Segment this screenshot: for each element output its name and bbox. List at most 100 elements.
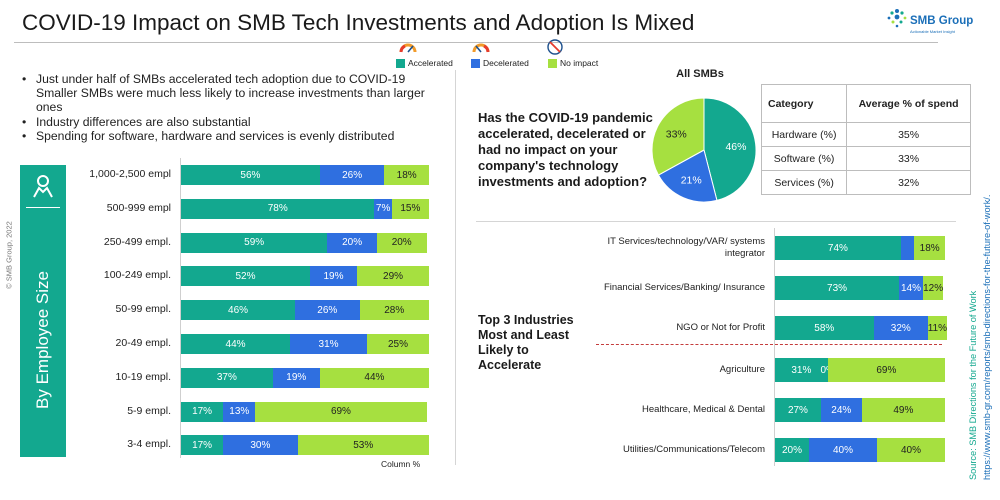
person-icon <box>33 175 53 198</box>
employee-size-label: 20-49 empl. <box>115 337 171 349</box>
pie-label-accelerated: 46% <box>725 141 746 153</box>
bullet-item: Industry differences are also substantia… <box>22 115 432 129</box>
bar-segment-decelerated: 20% <box>327 232 377 253</box>
bar-segment-no-impact: 12% <box>922 276 944 300</box>
legend-label-no-impact: No impact <box>560 58 599 68</box>
bar-segment-decelerated: 40% <box>809 438 877 462</box>
all-smbs-pie: 46% 21% 33% <box>652 97 756 203</box>
page-title: COVID-19 Impact on SMB Tech Investments … <box>22 10 695 35</box>
side-label: By Employee Size <box>33 271 52 409</box>
table-row: Services (%) 32% <box>760 170 971 195</box>
table-cell-value: 35% <box>846 122 971 147</box>
bar-segment-decelerated: 30% <box>223 435 298 456</box>
industry-label: Utilities/Communications/Telecom <box>622 444 765 455</box>
bar-segment-accelerated: 17% <box>181 401 224 422</box>
bar-segment-decelerated: 24% <box>820 398 862 422</box>
bar-segment-no-impact: 25% <box>367 334 429 354</box>
bar-segment-accelerated: 58% <box>775 316 874 340</box>
source-link[interactable]: https://www.smb-gr.com/reports/smb-direc… <box>982 194 992 480</box>
employee-size-panel: By Employee Size <box>20 165 66 457</box>
industry-label: IT Services/technology/VAR/ systems inte… <box>607 236 765 259</box>
bar-segment-no-impact: 40% <box>877 438 945 462</box>
bar-segment-decelerated: 32% <box>873 316 928 340</box>
no-gauge-icon <box>547 39 563 55</box>
smb-group-logo: SMB Group Actionable Market Insight <box>884 4 994 38</box>
gauge-high-icon <box>399 43 417 53</box>
table-cell-category: Software (%) <box>760 146 848 171</box>
legend: Accelerated Decelerated No impact <box>396 38 616 68</box>
employee-size-label: 5-9 empl. <box>127 404 171 417</box>
top3-label: Top 3 Industries Most and Least Likely t… <box>478 313 574 372</box>
bar-segment-accelerated: 74% <box>775 236 901 260</box>
logo-dots-icon <box>887 9 907 28</box>
gauge-low-icon <box>472 43 490 53</box>
bar-segment-no-impact: 49% <box>861 398 945 422</box>
table-header-category: Category <box>760 84 848 123</box>
industry-label: Agriculture <box>719 364 765 375</box>
bar-segment-no-impact: 18% <box>914 236 945 260</box>
table-cell-category: Hardware (%) <box>760 122 848 147</box>
bar-segment-no-impact: 18% <box>384 165 429 185</box>
bullet-item: Spending for software, hardware and serv… <box>22 129 432 143</box>
bar-segment-accelerated: 20% <box>775 438 809 462</box>
pie-slice-accelerated <box>703 97 756 201</box>
bar-segment-accelerated: 31% <box>775 358 828 382</box>
bar-segment-decelerated: 7% <box>374 198 392 219</box>
bar-segment-decelerated: 19% <box>309 266 358 287</box>
bar-segment-no-impact: 69% <box>255 401 427 422</box>
survey-question: Has the COVID-19 pandemic accelerated, d… <box>478 110 653 189</box>
section-divider <box>455 70 456 465</box>
industry-chart-axis <box>774 228 775 466</box>
source-line: Source: SMB Directions for the Future of… <box>968 290 978 480</box>
legend-label-accelerated: Accelerated <box>408 58 453 68</box>
bar-segment-accelerated: 52% <box>181 266 310 287</box>
section-divider <box>476 221 956 222</box>
legend-swatch-accelerated <box>396 59 405 68</box>
industry-label: Healthcare, Medical & Dental <box>641 404 765 415</box>
panel-divider <box>26 207 60 208</box>
bar-segment-no-impact: 28% <box>359 300 429 321</box>
bar-segment-no-impact: 29% <box>357 266 429 287</box>
logo-name: SMB Group <box>910 15 974 27</box>
bar-segment-accelerated: 37% <box>181 367 273 388</box>
bar-segment-no-impact: 11% <box>928 316 947 340</box>
table-cell-value: 33% <box>846 146 971 171</box>
employee-size-label: 3-4 empl. <box>127 438 171 451</box>
title-divider <box>14 42 938 43</box>
employee-size-label: 100-249 empl. <box>103 269 171 282</box>
bar-segment-accelerated: 46% <box>181 300 296 321</box>
table-cell-value: 32% <box>846 170 971 195</box>
employee-size-label: 10-19 empl. <box>115 370 171 383</box>
legend-swatch-decelerated <box>471 59 480 68</box>
employee-size-label: 50-99 empl. <box>115 303 171 316</box>
table-row: Software (%) 33% <box>760 146 971 171</box>
bar-segment-decelerated: 14% <box>899 276 923 300</box>
employee-size-label: 250-499 empl. <box>103 235 171 248</box>
pie-slice-no-impact <box>652 97 705 176</box>
bar-segment-accelerated: 27% <box>775 398 821 422</box>
key-findings-list: Just under half of SMBs accelerated tech… <box>22 72 432 143</box>
bar-segment-accelerated: 59% <box>181 232 328 253</box>
pie-label-no-impact: 33% <box>666 129 687 141</box>
bar-segment-decelerated: 19% <box>272 367 320 388</box>
bar-segment-accelerated: 56% <box>181 165 320 185</box>
table-cell-category: Services (%) <box>760 170 848 195</box>
column-caption: Column % <box>381 459 421 469</box>
bar-segment-no-impact: 53% <box>297 435 429 456</box>
bullet-item: Smaller SMBs were much less likely to in… <box>36 86 425 115</box>
employee-size-label: 500-999 empl <box>106 201 171 214</box>
bar-segment-no-impact: 15% <box>391 198 429 219</box>
bar-segment-accelerated: 44% <box>181 334 291 354</box>
bar-segment-decelerated: 26% <box>295 300 360 321</box>
bar-segment-decelerated: 13% <box>223 401 256 422</box>
legend-swatch-no-impact <box>548 59 557 68</box>
bar-segment-decelerated: 31% <box>290 334 367 354</box>
pie-slice-decelerated <box>657 149 718 203</box>
industry-label: NGO or Not for Profit <box>676 322 765 333</box>
logo-tagline: Actionable Market Insight <box>910 29 955 34</box>
table-header-spend: Average % of spend <box>846 84 971 123</box>
bar-segment-decelerated: 26% <box>319 165 385 185</box>
copyright-text: © SMB Group, 2022 <box>4 221 14 289</box>
legend-label-decelerated: Decelerated <box>483 58 529 68</box>
bar-segment-accelerated: 78% <box>181 198 375 219</box>
